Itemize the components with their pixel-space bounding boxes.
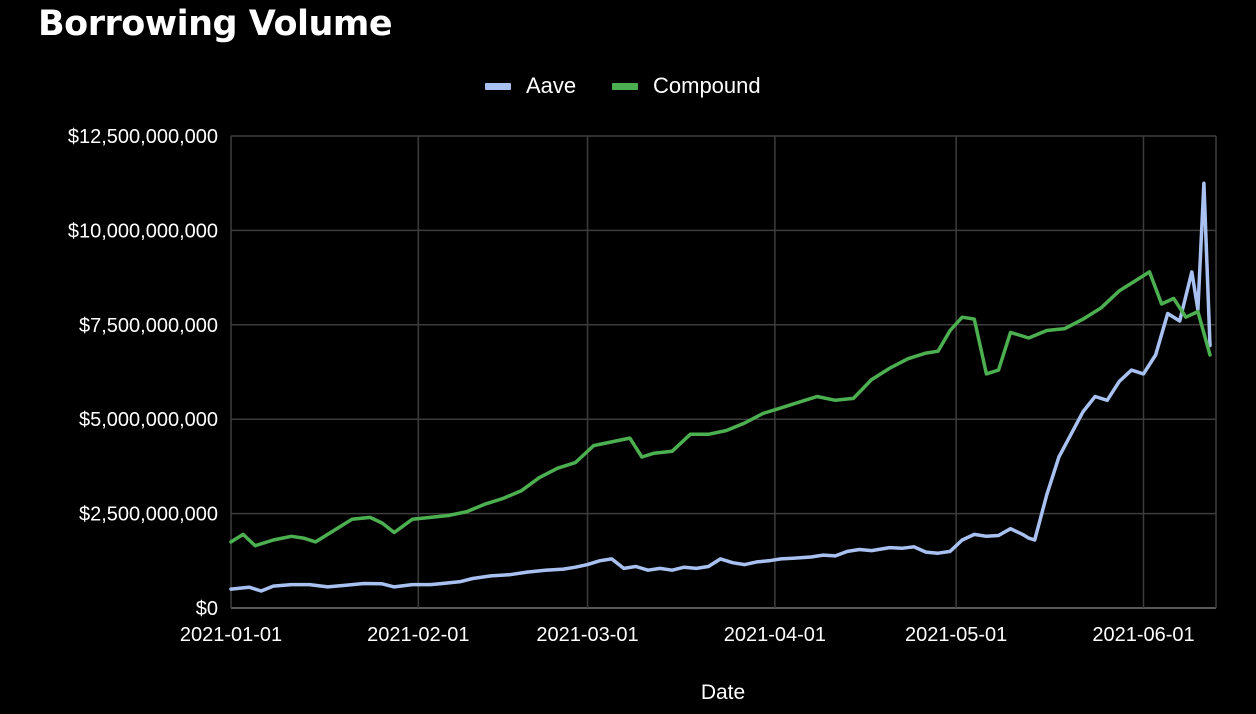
- y-tick-label: $0: [196, 598, 218, 620]
- y-tick-label: $7,500,000,000: [79, 315, 218, 337]
- x-axis-label: Date: [701, 681, 745, 704]
- x-tick-label: 2021-02-01: [367, 624, 469, 646]
- legend-swatch-compound: [612, 83, 638, 90]
- legend: Aave Compound: [485, 73, 761, 98]
- x-tick-label: 2021-01-01: [180, 624, 282, 646]
- chart-title: Borrowing Volume: [38, 4, 393, 44]
- y-tick-label: $12,500,000,000: [68, 126, 218, 148]
- series-lines: [229, 181, 1212, 593]
- y-tick-label: $2,500,000,000: [79, 504, 218, 526]
- grid: [230, 135, 1217, 609]
- legend-label-compound: Compound: [653, 73, 761, 98]
- legend-swatch-aave: [485, 83, 511, 90]
- series-line-aave: [229, 181, 1212, 593]
- legend-label-aave: Aave: [526, 73, 576, 98]
- x-tick-label: 2021-05-01: [905, 624, 1007, 646]
- y-tick-label: $5,000,000,000: [79, 409, 218, 431]
- x-axis-ticks: 2021-01-01 2021-02-01 2021-03-01 2021-04-01…: [180, 624, 1195, 646]
- x-tick-label: 2021-04-01: [724, 624, 826, 646]
- y-tick-label: $10,000,000,000: [68, 220, 218, 242]
- x-tick-label: 2021-03-01: [536, 624, 638, 646]
- x-tick-label: 2021-06-01: [1092, 624, 1194, 646]
- series-line-compound: [229, 270, 1212, 548]
- y-axis-ticks: $0 $2,500,000,000 $5,000,000,000 $7,500,000…: [68, 126, 218, 620]
